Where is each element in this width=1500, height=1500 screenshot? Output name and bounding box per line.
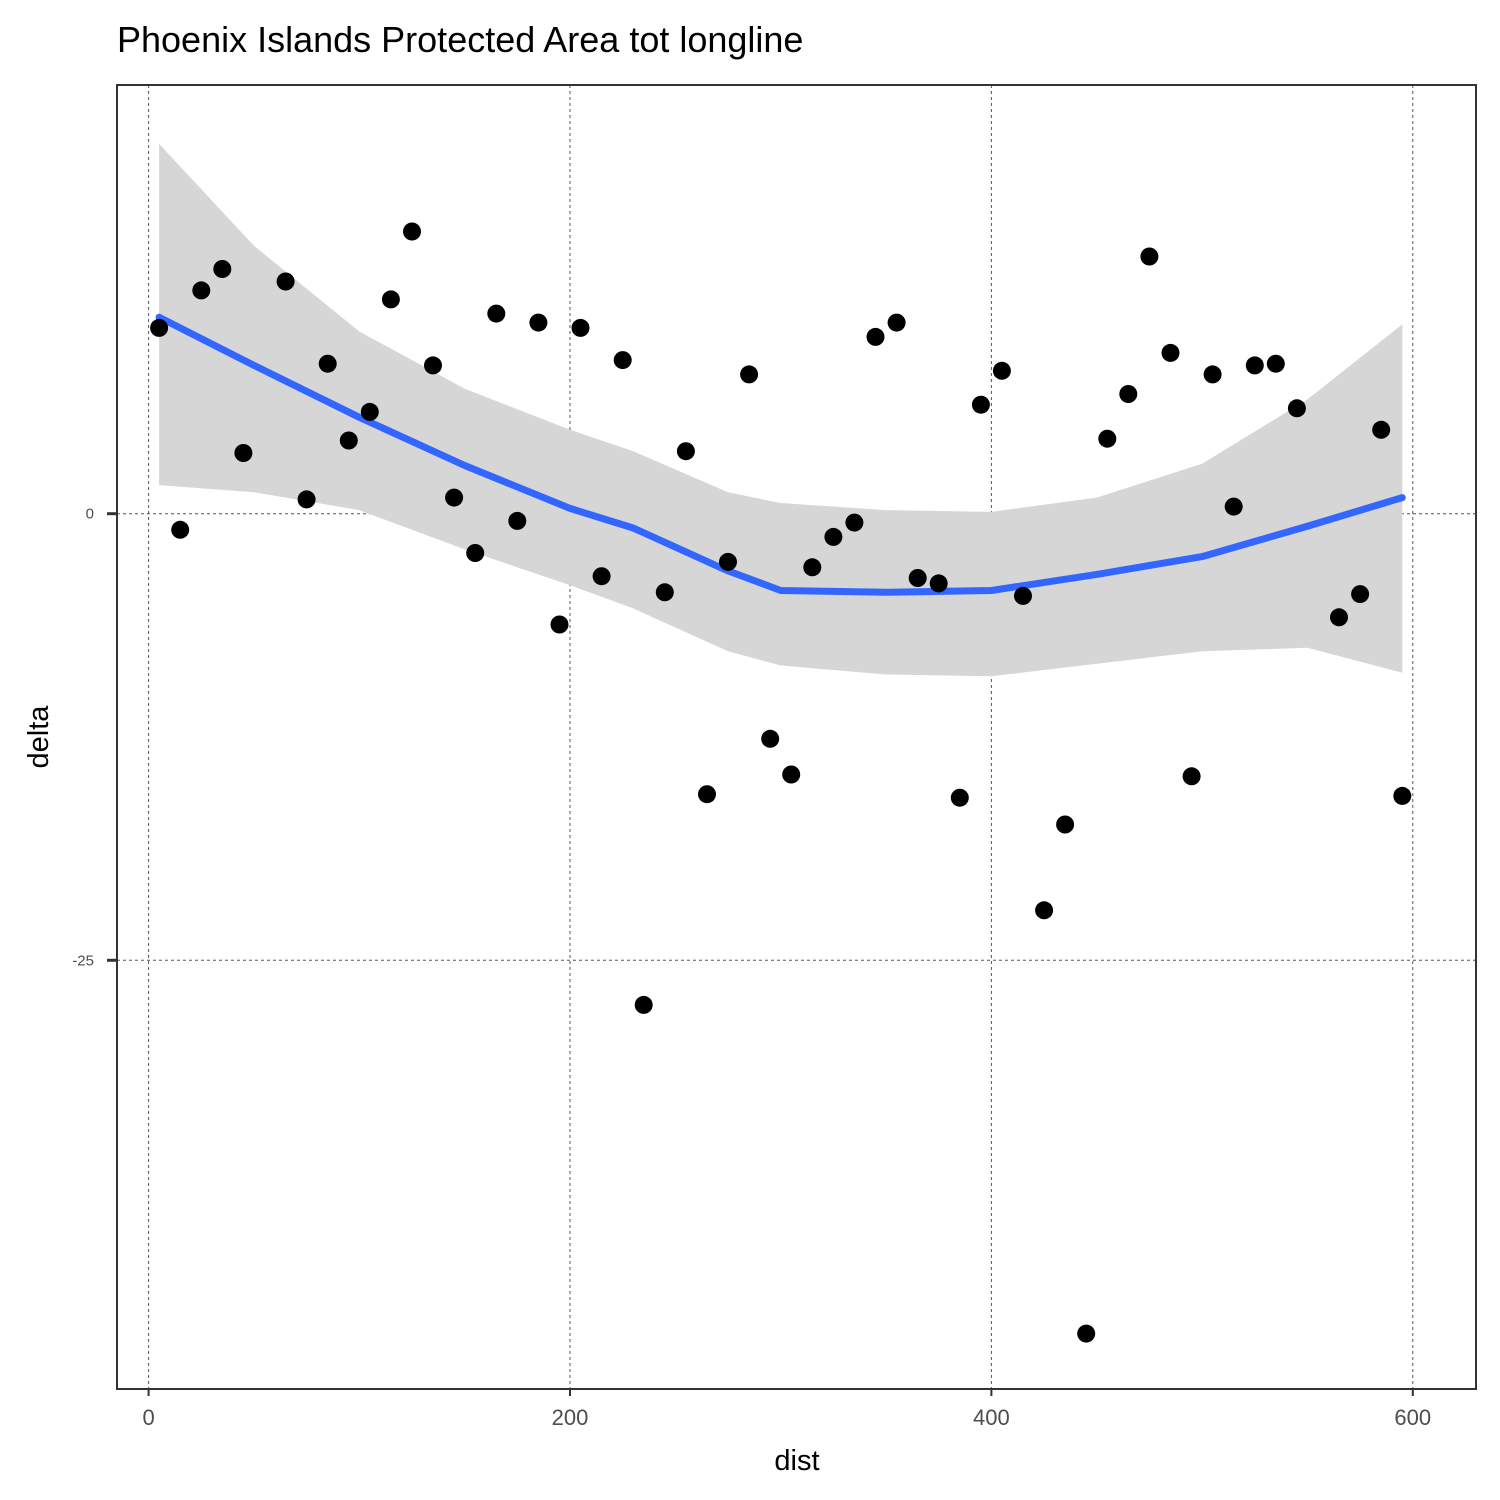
data-point [950,788,969,807]
data-point [992,361,1011,380]
data-point [761,729,780,748]
data-point [1287,399,1306,418]
data-point [508,511,527,530]
data-point [424,356,442,375]
data-point [1056,815,1075,834]
data-point [1351,585,1370,604]
y-axis-ticks: 0 -25 [72,506,117,969]
y-axis-label: delta [23,705,55,769]
data-point [192,281,211,300]
data-point [971,395,990,414]
data-point [634,995,653,1014]
data-point [1182,767,1201,786]
data-point [529,313,548,332]
data-point [276,272,295,291]
data-point [824,527,843,546]
data-point [1098,429,1117,448]
data-point [1077,1324,1096,1343]
smooth-trend-line [155,313,1406,596]
confidence-band-area [159,143,1403,677]
x-tick-label: 0 [142,1405,154,1430]
data-point [719,552,737,571]
data-point [1372,420,1391,439]
data-points [150,222,1412,1343]
data-point [592,567,611,586]
data-point [1245,356,1264,375]
data-point [845,513,864,532]
data-point [1224,497,1243,516]
data-point [1119,385,1138,403]
data-point [866,327,885,346]
data-point [1203,365,1222,384]
data-point [297,490,316,509]
data-point [676,442,695,461]
data-point [1266,354,1285,373]
smooth-line [155,313,1406,596]
data-point [487,304,506,323]
data-point [360,402,379,421]
data-point [655,583,674,602]
data-point [613,351,632,370]
x-tick-label: 600 [1394,1405,1431,1430]
x-axis-label: dist [774,1445,819,1477]
data-point [171,520,190,539]
data-point [908,569,927,587]
data-point [339,431,358,450]
data-point [1035,901,1054,920]
confidence-band [159,143,1403,677]
data-point [1140,247,1159,266]
chart-title: Phoenix Islands Protected Area tot longl… [117,19,803,60]
data-point [803,558,822,577]
data-point [1330,608,1348,627]
data-point [403,222,421,241]
data-point [381,290,400,309]
data-point [234,444,253,462]
x-tick-label: 400 [973,1405,1010,1430]
panel-border [116,84,1477,1390]
data-point [1161,343,1180,362]
x-tick-label: 200 [552,1405,589,1430]
data-point [445,488,464,507]
x-axis-ticks: 0 200 400 600 [142,1389,1431,1430]
data-point [150,318,169,337]
data-point [1014,586,1032,605]
y-tick-label: 0 [86,506,94,523]
data-point [929,574,948,593]
data-point [740,365,759,384]
data-point [887,313,906,332]
data-point [571,318,590,337]
data-point [698,785,716,804]
y-tick-label: -25 [72,952,94,969]
data-point [318,354,337,373]
data-point [782,765,801,784]
data-point [466,544,485,562]
data-point [550,615,569,634]
data-point [1393,786,1412,805]
data-point [213,260,232,278]
